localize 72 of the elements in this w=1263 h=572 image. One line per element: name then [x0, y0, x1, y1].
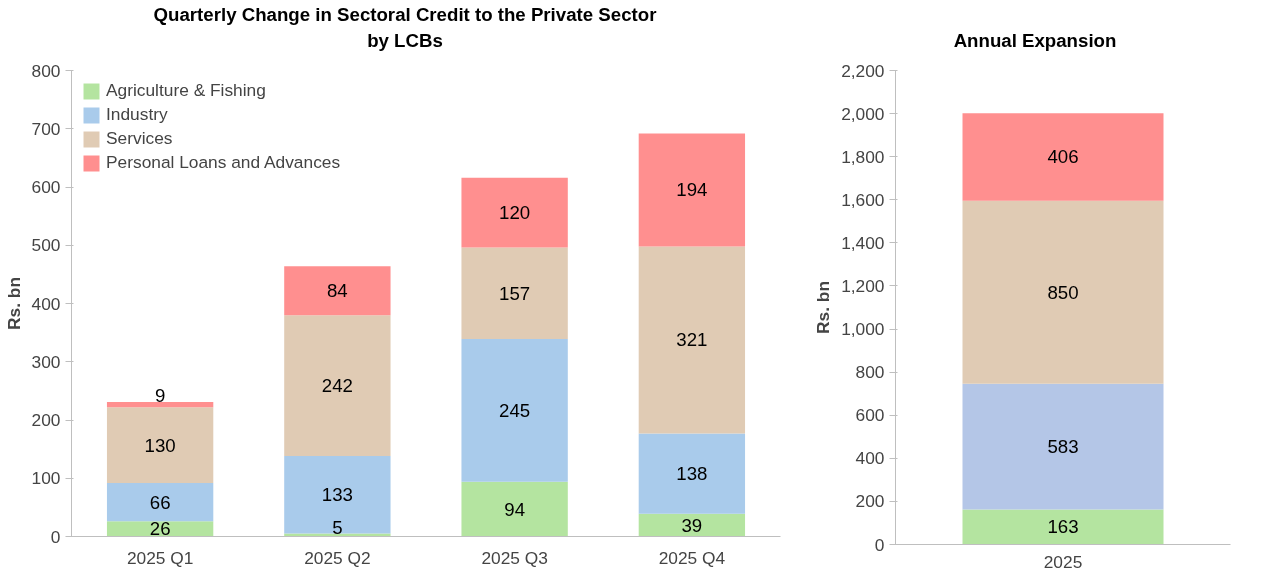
- data-label: 157: [499, 282, 531, 304]
- bar: [638, 513, 746, 537]
- bar: [106, 407, 214, 483]
- x-tick-label: 2025 Q4: [658, 547, 726, 568]
- y-tick-label: 300: [31, 351, 61, 372]
- y-tick-label: 700: [31, 118, 61, 139]
- data-label: 39: [681, 514, 703, 536]
- data-label: 133: [321, 484, 353, 506]
- chart-title: Annual Expansion: [953, 29, 1117, 54]
- legend-label: Personal Loans and Advances: [106, 152, 341, 173]
- x-tick-label: 2025: [1043, 551, 1083, 572]
- y-tick-label: 400: [855, 448, 885, 469]
- bar: [962, 200, 1164, 384]
- bar: [284, 266, 391, 316]
- y-tick-label: 400: [31, 293, 61, 314]
- y-tick-label: 100: [31, 468, 61, 489]
- data-label: 66: [149, 491, 171, 513]
- bar: [962, 383, 1164, 510]
- data-label: 138: [676, 463, 708, 485]
- y-tick-label: 1,600: [841, 189, 885, 210]
- data-label: 84: [327, 280, 348, 302]
- y-tick-label: 0: [874, 534, 885, 555]
- y-tick-label: 1,200: [841, 275, 885, 296]
- y-tick-label: 1,400: [841, 232, 885, 253]
- data-label: 321: [676, 329, 708, 351]
- y-tick-label: 800: [855, 362, 885, 383]
- x-tick-label: 2025 Q2: [304, 547, 371, 568]
- legend-label: Services: [106, 128, 173, 149]
- y-tick-label: 2,200: [841, 60, 885, 81]
- bar: [638, 246, 746, 434]
- data-label: 120: [499, 202, 531, 224]
- y-tick-label: 500: [31, 235, 61, 256]
- x-tick-label: 2025 Q3: [481, 547, 548, 568]
- bar: [461, 247, 568, 340]
- y-tick-label: 200: [855, 491, 885, 512]
- y-tick-label: 0: [50, 526, 61, 547]
- y-axis-title: Rs. bn: [3, 277, 24, 330]
- y-tick-label: 2,000: [841, 103, 885, 124]
- bar: [962, 113, 1164, 201]
- y-tick-label: 1,000: [841, 319, 885, 340]
- bar: [106, 482, 214, 522]
- chart-title: Quarterly Change in Sectoral Credit to the Private Sector by LCBs: [153, 2, 657, 54]
- data-label: 242: [321, 375, 353, 397]
- bar: [638, 433, 746, 514]
- bar: [284, 456, 391, 534]
- bar: [106, 401, 214, 408]
- bar: [284, 315, 391, 457]
- y-tick-label: 1,800: [841, 146, 885, 167]
- legend-label: Agriculture & Fishing: [106, 80, 266, 101]
- data-label: 94: [504, 498, 526, 520]
- bar: [638, 133, 746, 247]
- data-label: 583: [1047, 436, 1079, 458]
- bar: [962, 509, 1164, 545]
- y-tick-label: 200: [31, 410, 61, 430]
- bar: [461, 481, 568, 537]
- data-label: 5: [332, 516, 343, 538]
- y-axis-title: Rs. bn: [813, 281, 834, 334]
- y-tick-label: 800: [31, 60, 61, 81]
- y-tick-label: 600: [855, 405, 885, 426]
- data-label: 194: [676, 179, 708, 201]
- bar: [461, 339, 568, 482]
- x-tick-label: 2025 Q1: [126, 547, 194, 568]
- y-tick-label: 600: [31, 177, 61, 197]
- data-label: 406: [1047, 146, 1079, 168]
- legend-label: Industry: [106, 104, 168, 125]
- data-label: 163: [1047, 516, 1079, 538]
- data-label: 26: [149, 518, 171, 540]
- data-label: 850: [1047, 281, 1079, 303]
- data-label: 9: [154, 384, 166, 406]
- data-label: 245: [499, 399, 531, 421]
- data-label: 130: [144, 434, 176, 456]
- bar: [461, 177, 568, 248]
